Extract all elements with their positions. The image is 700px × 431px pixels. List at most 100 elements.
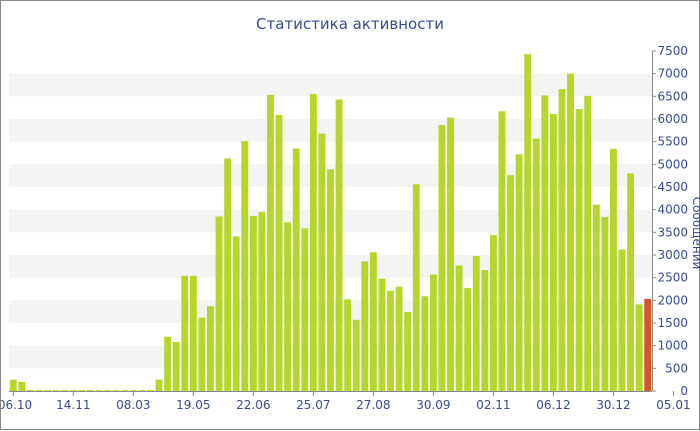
bar: [309, 94, 317, 391]
bar: [489, 235, 497, 391]
grid-band: [9, 73, 652, 97]
bar: [635, 304, 643, 391]
bar: [164, 336, 172, 391]
y-tick-label: 5000: [657, 157, 688, 171]
x-tick-label: 19.05: [176, 398, 210, 412]
bar: [532, 138, 540, 391]
bar: [609, 148, 617, 391]
y-tick-label: 3500: [657, 225, 688, 239]
bar: [292, 148, 300, 391]
bar: [198, 317, 206, 391]
y-axis: 0 500 1000 1500 2000 2500 3000 3500 4000 4500 5000…: [652, 44, 688, 398]
bar: [344, 299, 352, 391]
bar: [69, 390, 77, 391]
x-tick-label: 30.09: [416, 398, 450, 412]
bar: [224, 158, 232, 391]
bar: [567, 73, 574, 392]
x-tick-label: 06.10: [1, 398, 32, 412]
bar-current: [644, 298, 652, 391]
bar: [575, 109, 583, 391]
bar: [318, 133, 326, 391]
y-tick-label: 3000: [657, 248, 688, 262]
y-tick-label: 7000: [657, 67, 688, 81]
bar: [267, 94, 274, 391]
bar: [147, 390, 154, 391]
bar: [95, 390, 103, 391]
bar: [112, 390, 120, 391]
bar: [601, 216, 609, 391]
bar: [172, 342, 180, 391]
y-tick-label: 1500: [657, 316, 688, 330]
bar: [558, 89, 566, 391]
bar: [472, 255, 480, 391]
bar: [412, 184, 420, 391]
bar: [9, 379, 17, 391]
x-tick-label: 30.12: [596, 398, 630, 412]
bar: [404, 312, 412, 391]
y-tick-label: 6000: [657, 112, 688, 126]
bar: [464, 288, 472, 391]
bar: [78, 390, 86, 391]
bar: [104, 390, 112, 391]
bar: [215, 216, 223, 391]
bar: [447, 117, 454, 391]
bar: [258, 211, 266, 391]
bar: [498, 111, 506, 391]
y-tick-label: 7500: [657, 44, 688, 58]
bar: [395, 286, 403, 391]
y-tick-label: 2500: [657, 271, 688, 285]
bar: [378, 278, 386, 391]
x-tick-label: 02.11: [476, 398, 510, 412]
bar: [369, 252, 377, 391]
x-tick-label: 27.08: [356, 398, 390, 412]
y-tick-label: 6500: [657, 89, 688, 103]
bar: [455, 265, 463, 391]
bar: [481, 269, 489, 391]
bar: [284, 222, 292, 391]
bar: [189, 275, 197, 391]
bar: [549, 114, 557, 391]
x-tick-label: 08.03: [116, 398, 150, 412]
bar: [18, 381, 26, 391]
bar: [249, 216, 257, 391]
bar: [232, 236, 240, 391]
bar: [618, 249, 626, 391]
chart-title: Статистика активности: [256, 15, 444, 33]
y-tick-label: 1000: [657, 339, 688, 353]
x-tick-label: 22.06: [236, 398, 270, 412]
y-tick-label: 2000: [657, 293, 688, 307]
bar: [584, 95, 592, 391]
bar: [27, 390, 34, 391]
bar: [361, 261, 369, 391]
grid-band: [9, 119, 652, 142]
x-tick-label: 14.11: [56, 398, 90, 412]
y-tick-label: 4000: [657, 203, 688, 217]
bar: [181, 275, 189, 391]
y-axis-label: Сообщений: [690, 197, 700, 270]
bar: [438, 124, 446, 391]
bar: [515, 154, 523, 391]
x-tick-label: 25.07: [296, 398, 330, 412]
bar: [352, 319, 360, 391]
bar: [524, 54, 532, 392]
bar: [627, 173, 634, 391]
bar: [507, 175, 514, 391]
bars: [9, 54, 652, 392]
bar: [121, 390, 129, 391]
bar: [138, 390, 146, 391]
bar: [207, 306, 214, 391]
bar: [327, 169, 334, 391]
bar: [87, 390, 94, 391]
x-axis: 06.10 14.11 08.03 19.05 22.06 25.07 27.08 30.09…: [1, 391, 691, 412]
y-tick-label: 5500: [657, 135, 688, 149]
bar: [61, 390, 69, 391]
y-tick-label: 0: [680, 384, 688, 398]
bar: [129, 390, 137, 391]
x-tick-label: 05.01: [656, 398, 690, 412]
bar: [387, 290, 394, 391]
bar: [155, 379, 163, 391]
x-tick-label: 06.12: [536, 398, 570, 412]
bar: [241, 141, 249, 391]
y-tick-label: 500: [665, 361, 688, 375]
